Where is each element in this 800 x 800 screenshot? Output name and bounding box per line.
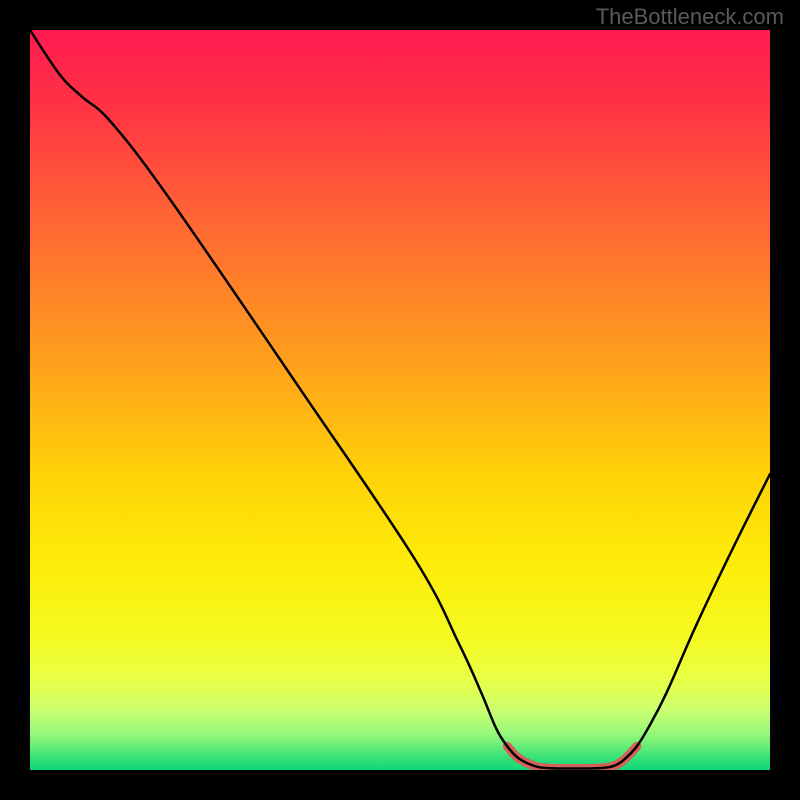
chart-bottleneck-curve [30, 30, 770, 769]
watermark-text: TheBottleneck.com [596, 4, 784, 30]
chart-curve-layer [30, 30, 770, 770]
chart-plot-area [30, 30, 770, 770]
